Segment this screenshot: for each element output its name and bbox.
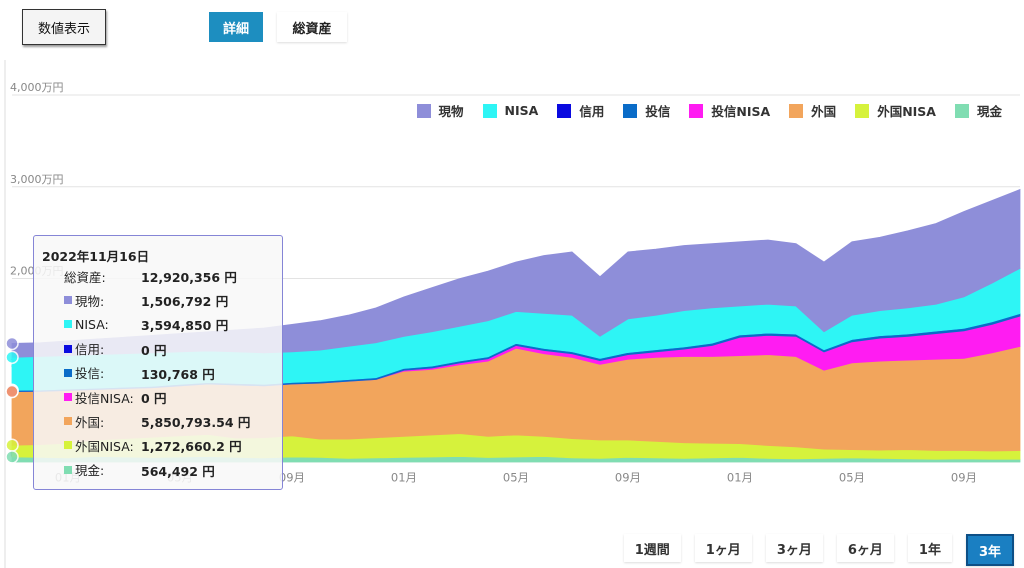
range-button[interactable]: 1年 [907,534,952,562]
range-button[interactable]: 1ヶ月 [694,534,752,562]
tooltip-row: 現物: [64,291,104,309]
legend-swatch [482,103,497,118]
hover-dot [5,450,19,464]
legend-swatch [416,103,431,118]
tooltip-value: 0 円 [141,342,167,358]
legend-swatch [623,103,638,118]
tooltip-row: 総資産: [64,267,106,285]
range-button[interactable]: 6ヶ月 [836,534,894,562]
tooltip-label: 投信NISA: [75,390,134,406]
legend-item: 現金 [954,101,1002,120]
tooltip-label: 信用: [75,342,105,358]
tooltip-value: 564,492 円 [141,463,215,479]
tooltip: 2022年11月16日 総資産: 12,920,356 円現物: 1,506,792… [33,235,283,490]
legend-swatch [855,103,870,118]
tooltip-swatch [64,344,72,353]
legend-item: 信用 [557,101,604,120]
total-tab[interactable]: 総資産 [277,12,347,42]
stacked-area [11,188,1021,358]
tooltip-row: 投信NISA: [64,388,134,406]
tooltip-label: 外国NISA: [75,438,134,454]
tooltip-row: 投信: [64,364,104,382]
tooltip-swatch [64,417,72,426]
hover-dot [5,350,19,365]
legend-label: 投信NISA [711,104,771,119]
tooltip-swatch [64,368,72,377]
tooltip-value: 5,850,793.54 円 [141,415,251,431]
tooltip-label: NISA: [75,316,109,332]
legend-label: 外国 [811,104,837,119]
legend-item: 外国NISA [855,101,936,120]
tooltip-value: 3,594,850 円 [141,318,229,334]
tooltip-date: 2022年11月16日 [42,249,150,264]
tooltip-swatch [64,393,72,401]
legend-label: 現物 [438,104,464,119]
x-tick-label: 09月 [951,471,977,485]
legend-swatch [789,103,804,118]
tooltip-row: NISA: [64,315,109,333]
legend-label: 現金 [976,104,1002,119]
range-button[interactable]: 1週間 [623,534,681,562]
tooltip-row: 外国NISA: [64,436,134,454]
legend-label: 信用 [579,104,605,119]
range-button[interactable]: 3年 [965,534,1014,566]
x-tick-label: 09月 [615,471,641,485]
tooltip-label: 現物: [75,293,105,309]
legend-label: NISA [504,103,539,118]
tooltip-swatch [64,441,72,450]
tooltip-label: 総資産: [64,269,106,285]
legend-swatch [689,103,704,118]
range-button[interactable]: 3ヶ月 [765,534,823,562]
tooltip-value: 0 円 [141,391,167,406]
tooltip-row: 現金: [64,461,104,479]
y-tick-label: 4,000万円 [10,81,64,94]
x-tick-label: 05月 [839,471,865,485]
x-tick-label: 01月 [727,471,753,485]
legend-item: 投信NISA [689,101,770,120]
hover-dot [5,384,19,399]
tooltip-row: 外国: [64,412,104,430]
legend-swatch [954,103,969,118]
legend: 現物 NISA 信用 投信 投信NISA 外国 外国NISA 現金 [416,101,1002,120]
tooltip-label: 現金: [75,463,105,479]
legend-item: 外国 [789,101,836,120]
tooltip-label: 投信: [75,366,105,382]
y-tick-label: 3,000万円 [10,173,64,186]
tooltip-value: 1,506,792 円 [141,294,229,310]
x-tick-label: 05月 [503,471,529,485]
legend-label: 外国NISA [877,104,936,119]
legend-item: 投信 [623,101,670,120]
value-display-button[interactable]: 数値表示 [22,9,106,45]
hover-dot [5,336,19,351]
x-tick-label: 09月 [279,471,305,485]
tooltip-label: 外国: [75,414,105,430]
legend-swatch [557,103,572,118]
range-buttons: 1週間 1ヶ月 3ヶ月 6ヶ月 1年 3年 [623,534,1014,566]
legend-item: 現物 [416,101,464,120]
detail-tab[interactable]: 詳細 [209,12,263,42]
tooltip-swatch [64,465,72,474]
tooltip-value: 130,768 円 [141,366,215,382]
tooltip-swatch [64,296,72,305]
tooltip-value: 12,920,356 円 [141,270,237,285]
hover-dot [5,438,19,452]
x-tick-label: 01月 [391,471,417,485]
legend-label: 投信 [645,104,671,119]
legend-item: NISA [482,101,539,120]
tooltip-row: 信用: [64,340,104,358]
tooltip-swatch [64,320,72,329]
tooltip-value: 1,272,660.2 円 [141,439,242,455]
